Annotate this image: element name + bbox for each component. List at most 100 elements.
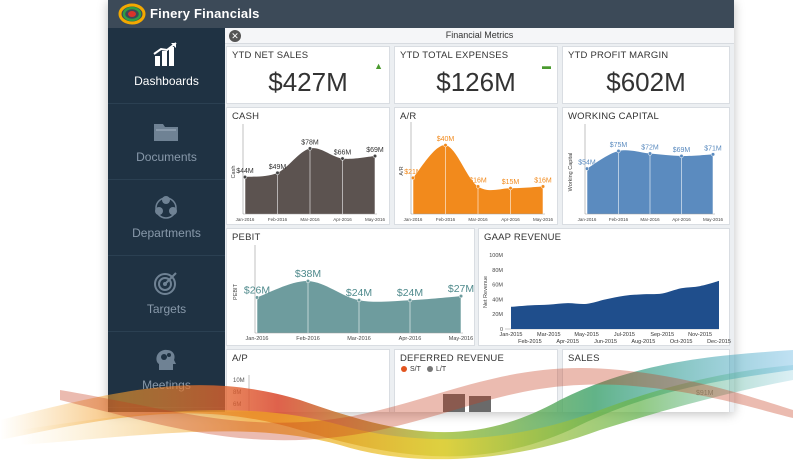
data-label: $69M	[673, 147, 691, 154]
chart-title: PEBIT	[232, 232, 261, 243]
sidebar-item-label: Targets	[146, 302, 187, 316]
x-tick-label: May-2016	[703, 217, 724, 222]
gaap-revenue-chart: 0 20M 40M 60M 80M 100M Net Revenue Jan-2015Feb-…	[483, 253, 731, 345]
sidebar-item-targets[interactable]: Targets	[108, 256, 225, 332]
y-tick-label: 80M	[492, 268, 503, 274]
x-tick-label: Jun-2015	[594, 339, 617, 345]
sidebar-item-label: Departments	[132, 226, 201, 240]
cash-chart: $44M Jan-2016 $49M Feb-2016 $78M Mar-2016 $66M…	[231, 124, 386, 222]
x-tick-label: Jan-2016	[404, 217, 423, 222]
data-point	[372, 153, 378, 159]
x-tick-label: Mar-2016	[300, 217, 320, 222]
x-tick-label: Feb-2016	[296, 336, 320, 342]
y-tick-label: 10M	[233, 378, 245, 384]
sidebar-item-meetings[interactable]: Meetings	[108, 332, 225, 408]
close-icon[interactable]: ✕	[229, 30, 241, 42]
y-tick-label: 100M	[489, 253, 503, 259]
x-tick-label: May-2016	[365, 217, 386, 222]
x-tick-label: Nov-2015	[688, 332, 712, 338]
data-point	[443, 143, 448, 148]
target-icon	[154, 272, 177, 295]
app-title: Finery Financials	[150, 6, 260, 21]
kpi-card-net-sales[interactable]: YTD NET SALES $427M ▲	[226, 46, 390, 104]
y-axis-label: Net Revenue	[483, 276, 489, 308]
folder-icon	[154, 124, 178, 141]
kpi-value: $427M	[268, 67, 348, 97]
gaap-revenue-chart-card[interactable]: GAAP REVENUE 0 20M 40M 60M 80M 100M Net Revenu…	[478, 228, 731, 346]
y-tick-label: 40M	[492, 297, 503, 303]
chart-title: GAAP REVENUE	[484, 232, 562, 243]
legend-swatch-st	[401, 366, 407, 372]
x-tick-label: May-2016	[449, 336, 473, 342]
ap-chart: 10M 8M 6M	[233, 375, 250, 412]
data-label: $38M	[295, 268, 321, 280]
kpi-title: YTD PROFIT MARGIN	[568, 50, 669, 61]
kpi-title: YTD NET SALES	[232, 50, 309, 61]
x-tick-label: Mar-2016	[347, 336, 371, 342]
ar-chart-card[interactable]: A/R $21M Jan-2016 $40M Feb-2016 $16M Mar-2016…	[394, 107, 558, 225]
x-tick-label: Mar-2016	[468, 217, 488, 222]
data-point	[475, 184, 481, 189]
data-point	[407, 298, 413, 303]
cash-chart-card[interactable]: CASH $44M Jan-2016 $49M Feb-2016 $78M Mar-201…	[226, 107, 390, 225]
working-capital-chart-card[interactable]: WORKING CAPITAL $54M Jan-2016 $75M Feb-2016…	[562, 107, 730, 225]
sidebar-item-documents[interactable]: Documents	[108, 104, 225, 180]
sales-chart-card[interactable]: SALES $91M	[562, 349, 730, 412]
people-icon	[155, 196, 177, 219]
x-tick-label: Sep-2015	[650, 332, 674, 338]
x-tick-label: Apr-2016	[333, 217, 352, 222]
y-tick-label: 20M	[492, 312, 503, 318]
sidebar-item-label: Dashboards	[134, 74, 199, 88]
data-label: $26M	[244, 284, 270, 296]
chart-title: WORKING CAPITAL	[568, 111, 659, 122]
pebit-chart-card[interactable]: PEBIT $26M Jan-2016 $38M Feb-2016 $24M Mar-20…	[226, 228, 475, 346]
y-tick-label: 6M	[233, 402, 241, 408]
content-header: ✕ Financial Metrics	[225, 28, 734, 44]
content-title: Financial Metrics	[445, 30, 514, 40]
data-point	[647, 151, 653, 156]
sidebar-item-dashboards[interactable]: Dashboards	[108, 28, 225, 104]
data-label: $44M	[236, 168, 254, 175]
x-tick-label: Jan-2015	[500, 332, 523, 338]
main-content: ✕ Financial Metrics YTD NET SALES $427M …	[225, 28, 734, 412]
sidebar-item-label: Meetings	[142, 378, 191, 392]
kpi-value: $126M	[436, 67, 516, 97]
sales-chart: $91M	[696, 390, 714, 397]
data-label: $24M	[346, 287, 372, 299]
kpi-card-profit-margin[interactable]: YTD PROFIT MARGIN $602M	[562, 46, 730, 104]
area-series	[511, 280, 719, 329]
x-tick-label: Feb-2016	[609, 217, 629, 222]
logo-icon	[118, 3, 146, 25]
x-tick-label: Apr-2016	[672, 217, 691, 222]
sidebar-item-departments[interactable]: Departments	[108, 180, 225, 256]
data-point	[254, 295, 260, 300]
data-point	[616, 148, 621, 154]
data-label: $16M	[534, 177, 552, 184]
ar-chart: $21M Jan-2016 $40M Feb-2016 $16M Mar-2016 $15M…	[399, 122, 554, 222]
kpi-title: YTD TOTAL EXPENSES	[400, 50, 509, 61]
x-tick-label: Oct-2015	[670, 339, 693, 345]
deferred-revenue-chart: S/T L/T	[401, 366, 491, 412]
ap-chart-card[interactable]: A/P 10M 8M 6M	[226, 349, 390, 412]
legend-label-lt: L/T	[436, 366, 447, 373]
legend-swatch-lt	[427, 366, 433, 372]
data-label: $72M	[641, 145, 659, 152]
x-tick-label: Apr-2016	[399, 336, 422, 342]
data-label: $40M	[437, 136, 455, 143]
data-point	[307, 146, 313, 151]
kpi-value: $602M	[606, 67, 686, 97]
y-axis-label: Cash	[231, 166, 237, 179]
data-label: $91M	[696, 390, 714, 397]
chart-title: CASH	[232, 111, 260, 122]
y-axis-label: A/R	[399, 166, 405, 175]
data-point	[540, 184, 546, 189]
y-axis-label: PEBIT	[233, 283, 239, 300]
y-tick-label: 60M	[492, 283, 503, 289]
deferred-revenue-chart-card[interactable]: DEFERRED REVENUE S/T L/T	[394, 349, 558, 412]
x-tick-label: Apr-2016	[501, 217, 520, 222]
bar	[443, 394, 465, 412]
kpi-card-total-expenses[interactable]: YTD TOTAL EXPENSES $126M ▬	[394, 46, 558, 104]
chart-title: A/R	[400, 111, 417, 122]
data-point	[458, 294, 464, 299]
data-label: $78M	[301, 139, 319, 146]
